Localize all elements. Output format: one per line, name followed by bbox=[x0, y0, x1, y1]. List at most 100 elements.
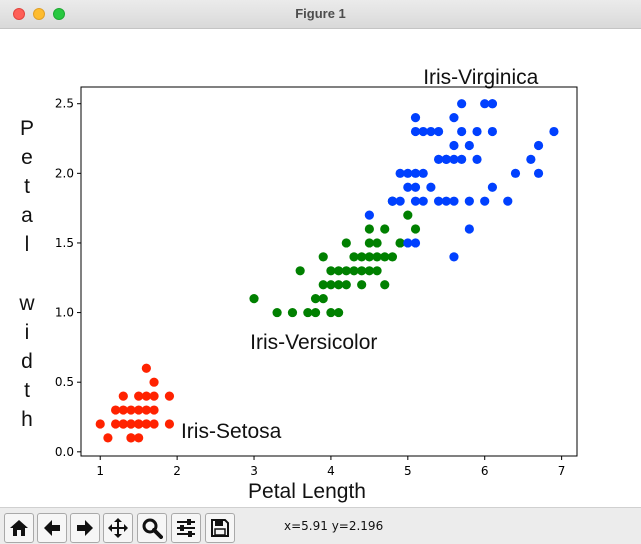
y-axis-title-char: a bbox=[21, 204, 33, 227]
scatter-point bbox=[449, 140, 459, 151]
x-tick-label: 5 bbox=[404, 464, 412, 478]
scatter-point bbox=[457, 126, 467, 137]
arrow-right-icon bbox=[75, 518, 95, 538]
y-tick-label: 0.5 bbox=[55, 375, 74, 389]
scatter-point bbox=[364, 210, 374, 220]
scatter-point bbox=[357, 266, 367, 276]
scatter-point bbox=[410, 126, 421, 137]
scatter-point bbox=[549, 126, 559, 137]
scatter-point bbox=[410, 224, 421, 234]
scatter-point bbox=[380, 280, 390, 290]
scatter-point bbox=[387, 252, 398, 262]
scatter-point bbox=[341, 266, 351, 276]
y-axis-title-char: w bbox=[18, 292, 35, 315]
title-bar: Figure 1 bbox=[0, 0, 641, 29]
y-tick-label: 0.0 bbox=[55, 445, 74, 459]
scatter-point bbox=[141, 363, 151, 373]
y-tick-label: 2.0 bbox=[55, 166, 74, 180]
scatter-point bbox=[372, 238, 382, 248]
y-tick-label: 1.0 bbox=[55, 306, 74, 320]
scatter-point bbox=[533, 168, 544, 178]
scatter-point bbox=[433, 154, 444, 165]
scatter-point bbox=[410, 168, 421, 178]
scatter-point bbox=[457, 154, 467, 165]
series-iris-setosa bbox=[95, 363, 175, 443]
maximize-window-button[interactable] bbox=[53, 8, 65, 20]
annotation-label: Iris-Setosa bbox=[181, 420, 282, 443]
x-tick-label: 2 bbox=[173, 464, 181, 478]
scatter-point bbox=[326, 280, 336, 290]
x-tick-label: 3 bbox=[250, 464, 258, 478]
scatter-point bbox=[441, 154, 451, 165]
scatter-point bbox=[457, 99, 467, 109]
scatter-point bbox=[487, 99, 498, 109]
scatter-point bbox=[334, 307, 344, 318]
y-axis-title-char: t bbox=[24, 175, 30, 198]
scatter-point bbox=[318, 280, 328, 290]
scatter-point bbox=[395, 196, 405, 206]
series-iris-virginica bbox=[364, 99, 559, 262]
scatter-point bbox=[380, 224, 390, 234]
scatter-point bbox=[357, 280, 367, 290]
scatter-point bbox=[426, 126, 436, 137]
scatter-point bbox=[403, 182, 413, 192]
scatter-point bbox=[318, 294, 328, 304]
scatter-point bbox=[149, 405, 159, 415]
scatter-point bbox=[287, 307, 298, 318]
scatter-point bbox=[118, 391, 128, 401]
save-button[interactable] bbox=[205, 513, 235, 543]
home-icon bbox=[9, 518, 29, 538]
scatter-point bbox=[141, 391, 151, 401]
scatter-point bbox=[510, 168, 521, 178]
scatter-point bbox=[480, 196, 490, 206]
scatter-point bbox=[472, 154, 482, 165]
scatter-point bbox=[357, 252, 367, 262]
scatter-point bbox=[134, 391, 144, 401]
scatter-point bbox=[134, 405, 144, 415]
scatter-point bbox=[341, 280, 351, 290]
scatter-point bbox=[503, 196, 513, 206]
scatter-point bbox=[410, 113, 421, 123]
y-tick-label: 2.5 bbox=[55, 97, 74, 111]
scatter-point bbox=[487, 182, 498, 192]
cursor-coordinates: x=5.91 y=2.196 bbox=[284, 519, 384, 533]
y-axis-title-char: P bbox=[20, 117, 34, 140]
scatter-point bbox=[126, 433, 136, 443]
y-axis-title-char: l bbox=[25, 233, 30, 256]
scatter-point bbox=[111, 405, 121, 415]
scatter-point bbox=[364, 238, 374, 248]
y-axis-title-char: d bbox=[21, 350, 33, 373]
scatter-point bbox=[334, 280, 344, 290]
move-icon bbox=[107, 517, 129, 539]
scatter-point bbox=[372, 266, 382, 276]
scatter-point bbox=[533, 140, 544, 151]
scatter-point bbox=[487, 126, 498, 137]
close-window-button[interactable] bbox=[13, 8, 25, 20]
y-axis-title-char: h bbox=[21, 408, 33, 431]
scatter-point bbox=[418, 126, 428, 137]
scatter-point bbox=[403, 238, 413, 248]
home-button[interactable] bbox=[4, 513, 34, 543]
minimize-window-button[interactable] bbox=[33, 8, 45, 20]
scatter-point bbox=[149, 391, 159, 401]
scatter-point bbox=[526, 154, 536, 165]
scatter-point bbox=[449, 252, 459, 262]
back-button[interactable] bbox=[37, 513, 67, 543]
annotations: Iris-Setosa Iris-Versicolor Iris-Virginica bbox=[181, 66, 539, 443]
scatter-point bbox=[164, 419, 175, 429]
scatter-point bbox=[149, 419, 159, 429]
scatter-point bbox=[134, 419, 144, 429]
scatter-point bbox=[326, 266, 336, 276]
scatter-point bbox=[426, 182, 436, 192]
sliders-icon bbox=[175, 517, 197, 539]
configure-subplots-button[interactable] bbox=[171, 513, 201, 543]
forward-button[interactable] bbox=[70, 513, 100, 543]
scatter-point bbox=[249, 294, 259, 304]
scatter-point bbox=[349, 266, 359, 276]
zoom-button[interactable] bbox=[137, 513, 167, 543]
pan-button[interactable] bbox=[103, 513, 133, 543]
